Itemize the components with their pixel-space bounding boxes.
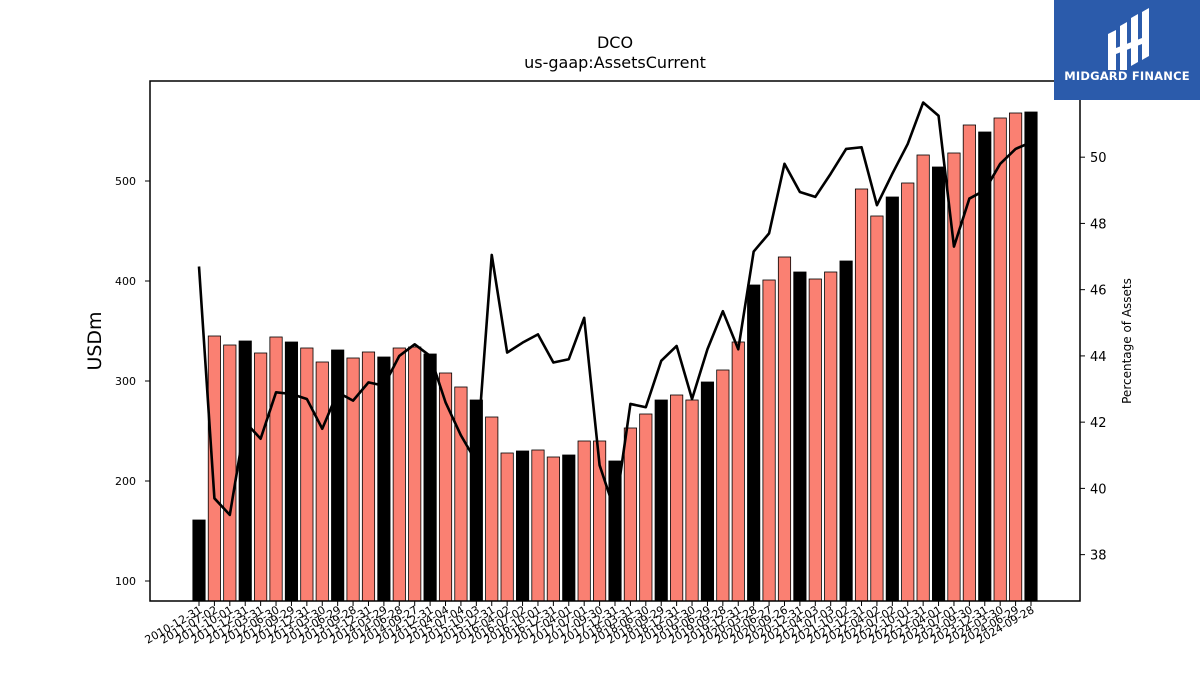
bar-quarterly bbox=[254, 352, 268, 602]
bar-quarterly bbox=[315, 361, 329, 602]
bar-annual bbox=[885, 196, 899, 602]
chart-subtitle: us-gaap:AssetsCurrent bbox=[524, 53, 706, 72]
bar-annual bbox=[515, 450, 530, 602]
bar-quarterly bbox=[916, 154, 930, 602]
bar-quarterly bbox=[670, 394, 684, 602]
bar-quarterly bbox=[408, 346, 422, 602]
bar-quarterly bbox=[546, 456, 560, 602]
bar-quarterly bbox=[392, 347, 406, 602]
percentage-line bbox=[197, 101, 1032, 517]
bar-quarterly bbox=[993, 117, 1007, 602]
bar-quarterly bbox=[623, 427, 637, 602]
bar-annual bbox=[654, 399, 668, 602]
y2-tick-label: 40 bbox=[1090, 482, 1107, 497]
percentage-line-series bbox=[197, 101, 1032, 517]
bar-quarterly bbox=[762, 279, 776, 602]
y2-tick-label: 46 bbox=[1090, 284, 1107, 299]
bar-quarterly bbox=[500, 452, 514, 602]
bar-annual bbox=[747, 284, 761, 602]
bar-annual bbox=[978, 131, 992, 602]
bar-quarterly bbox=[731, 341, 745, 602]
bar-annual bbox=[284, 341, 299, 602]
y-tick-label: 200 bbox=[115, 475, 136, 488]
y-tick-label: 400 bbox=[115, 275, 136, 288]
bar-quarterly bbox=[207, 335, 221, 602]
bar-annual bbox=[331, 349, 345, 602]
y2-tick-label: 38 bbox=[1090, 549, 1107, 564]
y2-tick-label: 42 bbox=[1090, 416, 1107, 431]
y-tick-label: 300 bbox=[115, 375, 136, 388]
bar-quarterly bbox=[824, 271, 838, 602]
y2-tick-label: 50 bbox=[1090, 151, 1107, 166]
bar-annual bbox=[931, 166, 946, 602]
bar-quarterly bbox=[300, 347, 314, 602]
bar-annual bbox=[377, 356, 391, 602]
bar-quarterly bbox=[901, 182, 915, 602]
bar-quarterly bbox=[269, 336, 283, 602]
y-axis-label: USDm bbox=[84, 311, 106, 370]
y2-tick-label: 48 bbox=[1090, 217, 1107, 232]
bar-annual bbox=[1024, 111, 1038, 602]
bar-quarterly bbox=[685, 399, 699, 602]
chart-title: DCO bbox=[597, 33, 633, 52]
bar-annual bbox=[238, 340, 252, 602]
bar-quarterly bbox=[854, 188, 869, 602]
right-y-axis: 38 40 42 44 46 48 50 bbox=[1080, 151, 1107, 564]
bar-quarterly bbox=[1009, 112, 1023, 602]
x-axis: 2010-12-312011-07-022011-10-012011-12-31… bbox=[143, 601, 1037, 647]
left-y-axis: 100 200 300 400 500 bbox=[115, 175, 150, 588]
bar-quarterly bbox=[223, 344, 237, 602]
brand-logo: MIDGARD FINANCE bbox=[1054, 0, 1200, 100]
y-tick-label: 500 bbox=[115, 175, 136, 188]
y2-tick-label: 44 bbox=[1090, 350, 1107, 365]
brand-name: MIDGARD FINANCE bbox=[1064, 69, 1190, 83]
y-tick-label: 100 bbox=[115, 575, 136, 588]
y2-axis-label: Percentage of Assets bbox=[1120, 278, 1134, 404]
bar-quarterly bbox=[485, 416, 499, 602]
bar-annual bbox=[793, 271, 807, 602]
bar-quarterly bbox=[639, 413, 653, 602]
bar-annual bbox=[839, 260, 853, 602]
bar-quarterly bbox=[577, 440, 591, 602]
bar-annual bbox=[700, 381, 715, 602]
bar-annual bbox=[192, 519, 206, 602]
bar-quarterly bbox=[438, 372, 453, 602]
bar-quarterly bbox=[531, 449, 545, 602]
bar-annual bbox=[562, 454, 576, 602]
brand-mark-icon bbox=[1108, 8, 1149, 70]
bar-quarterly bbox=[716, 369, 730, 602]
bar-quarterly bbox=[808, 278, 822, 602]
bar-quarterly bbox=[777, 256, 792, 602]
bar-annual bbox=[469, 399, 483, 602]
bar-series bbox=[192, 111, 1038, 602]
bar-quarterly bbox=[454, 386, 468, 602]
bar-annual bbox=[423, 353, 437, 602]
bar-quarterly bbox=[870, 215, 884, 602]
